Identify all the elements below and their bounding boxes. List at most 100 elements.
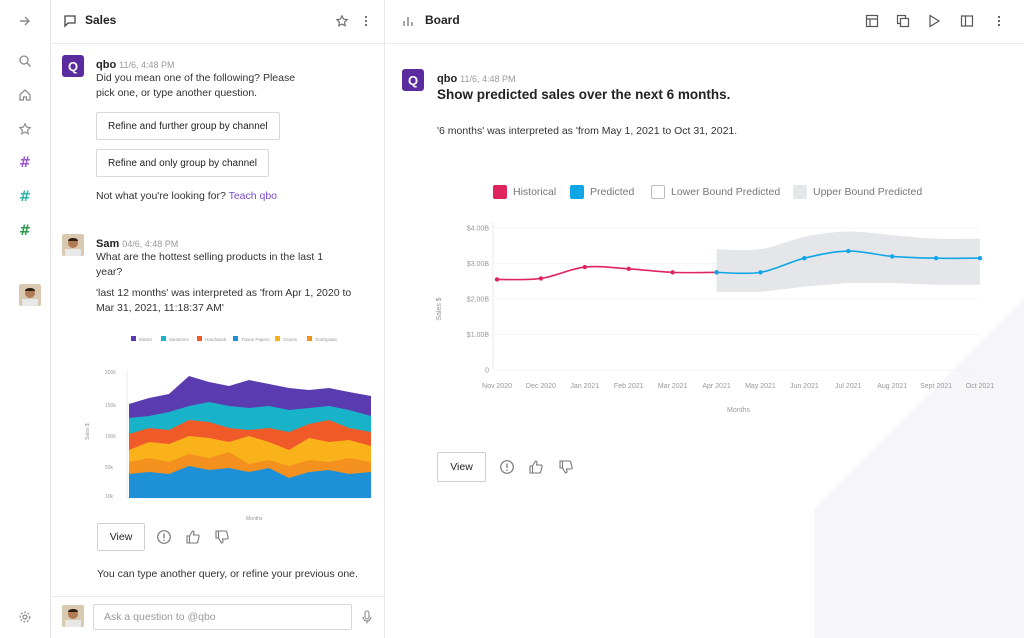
teach-qbo-link[interactable]: Teach qbo (228, 190, 278, 202)
chat-panel: Sales Q qbo 11/6, 4:48 PM Did you mean on… (51, 0, 385, 638)
message-meta: qbo 11/6, 4:48 PM (96, 55, 175, 73)
mini-chart-legend: Masks Sanitizers Handwash Tissue Papers … (131, 336, 338, 342)
channel-hash-icon[interactable]: # (19, 155, 31, 171)
thumbs-down-icon[interactable] (557, 458, 575, 476)
favorite-star-icon[interactable] (333, 12, 351, 30)
message-meta: qbo 11/6, 4:48 PM (437, 69, 516, 87)
y-tick-label: 0 (485, 368, 489, 375)
x-tick-label: Jun 2021 (790, 383, 819, 390)
play-icon[interactable] (925, 12, 943, 30)
mini-y-tick: 100k (105, 434, 116, 440)
y-tick-label: $1.00B (467, 332, 490, 339)
legend-label: Sanitizers (169, 337, 190, 342)
legend-swatch (651, 185, 665, 199)
legend-label: Gloves (283, 337, 298, 342)
predicted-point (714, 270, 719, 275)
thumbs-up-icon[interactable] (527, 458, 545, 476)
more-vertical-icon[interactable] (357, 12, 375, 30)
ask-input-bar (51, 596, 384, 638)
predicted-point (933, 255, 939, 261)
legend-upper-bound[interactable]: Upper Bound Predicted (793, 185, 922, 199)
qbo-avatar: Q (402, 69, 424, 91)
legend-swatch (197, 336, 202, 341)
x-tick-label: May 2021 (745, 383, 776, 390)
chat-view-button[interactable]: View (97, 523, 145, 551)
qbo-avatar: Q (62, 55, 84, 77)
legend-swatch (493, 185, 507, 199)
expand-arrow-icon[interactable] (14, 10, 36, 32)
y-tick-label: $2.00B (467, 297, 490, 304)
star-icon[interactable] (14, 118, 36, 140)
predicted-point (846, 248, 851, 254)
board-panel: Board Q qbo 11/6, 4:48 PM Show predicted … (385, 0, 1024, 638)
mini-y-label: Sales $ (85, 423, 91, 440)
question-text: What are the hottest selling products in… (96, 251, 324, 278)
timestamp: 11/6, 4:48 PM (119, 60, 175, 70)
left-rail: # # # (0, 0, 51, 638)
legend-lower-bound[interactable]: Lower Bound Predicted (651, 185, 780, 199)
x-tick-label: Sept 2021 (920, 383, 952, 390)
legend-swatch (307, 336, 312, 341)
message-text: Did you mean one of the following? Pleas… (96, 72, 296, 99)
home-icon[interactable] (14, 84, 36, 106)
sam-avatar (62, 234, 84, 256)
predicted-point (802, 255, 807, 261)
ask-question-input[interactable] (93, 604, 352, 630)
legend-swatch (275, 336, 280, 341)
refine-only-group-button[interactable]: Refine and only group by channel (96, 149, 269, 177)
historical-point (582, 264, 588, 270)
refine-hint-text: You can type another query, or refine yo… (97, 568, 358, 580)
predicted-point (758, 270, 763, 275)
mini-y-tick: 150k (105, 403, 116, 409)
board-title: Board (425, 13, 460, 27)
sender-name: qbo (96, 59, 117, 71)
predicted-point (977, 255, 983, 261)
more-vertical-icon[interactable] (990, 12, 1008, 30)
channel-hash-icon[interactable]: # (19, 189, 31, 205)
board-view-button[interactable]: View (437, 452, 486, 482)
legend-label: Tissue Papers (241, 337, 270, 342)
thumbs-down-icon[interactable] (213, 528, 231, 546)
sender-name: qbo (437, 73, 458, 85)
info-alert-icon[interactable] (498, 458, 516, 476)
prediction-band (716, 231, 980, 292)
predicted-point (889, 254, 895, 259)
mini-y-tick: 50k (105, 465, 114, 471)
bar-chart-icon (399, 12, 417, 30)
y-tick-label: $3.00B (467, 261, 490, 268)
legend-swatch (131, 336, 136, 341)
channel-hash-icon[interactable]: # (19, 223, 31, 239)
sidebar-toggle-icon[interactable] (958, 12, 976, 30)
x-tick-label: Aug 2021 (877, 383, 907, 390)
copy-icon[interactable] (894, 12, 912, 30)
settings-gear-icon[interactable] (14, 606, 36, 628)
interpretation-text: 'last 12 months' was interpreted as 'fro… (96, 287, 352, 314)
mini-y-tick: 200k (105, 370, 116, 376)
sender-name: Sam (96, 238, 120, 250)
chat-bubble-icon (61, 12, 79, 30)
info-alert-icon[interactable] (155, 528, 173, 546)
timestamp: 11/6, 4:48 PM (460, 74, 516, 84)
search-icon[interactable] (14, 50, 36, 72)
legend-predicted[interactable]: Predicted (570, 185, 634, 199)
current-user-avatar (62, 605, 84, 627)
not-what-text: Not what you're looking for? Teach qbo (96, 190, 278, 202)
legend-swatch (793, 185, 807, 199)
refine-further-group-button[interactable]: Refine and further group by channel (96, 112, 280, 140)
x-tick-label: Feb 2021 (614, 383, 644, 390)
user-avatar[interactable] (19, 284, 41, 306)
mini-x-label: Months (246, 516, 263, 522)
x-tick-label: Jan 2021 (570, 383, 599, 390)
legend-historical[interactable]: Historical (493, 185, 556, 199)
microphone-icon[interactable] (358, 608, 376, 626)
legend-label: Handwash (205, 337, 227, 342)
legend-label: Masks (139, 337, 153, 342)
mini-y-tick: 10k (105, 494, 114, 500)
board-question-heading: Show predicted sales over the next 6 mon… (437, 87, 731, 102)
thumbs-up-icon[interactable] (184, 528, 202, 546)
legend-swatch (161, 336, 166, 341)
historical-point (494, 277, 500, 282)
layout-icon[interactable] (863, 12, 881, 30)
historical-line (496, 265, 717, 281)
